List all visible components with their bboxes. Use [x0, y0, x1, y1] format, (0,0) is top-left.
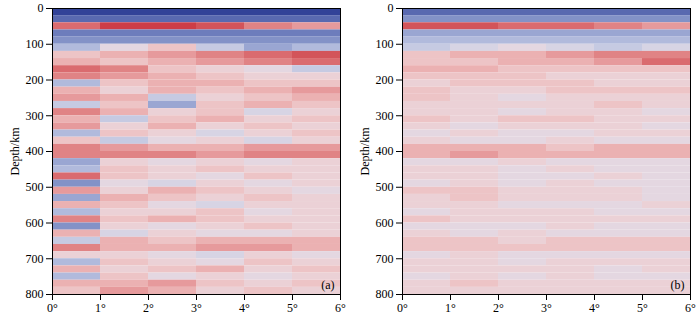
svg-text:600: 600 [376, 216, 394, 230]
svg-text:3°: 3° [541, 301, 552, 315]
svg-text:0: 0 [38, 1, 44, 15]
svg-text:400: 400 [376, 144, 394, 158]
svg-text:500: 500 [376, 180, 394, 194]
svg-text:700: 700 [376, 252, 394, 266]
svg-text:1°: 1° [95, 301, 106, 315]
svg-text:6°: 6° [335, 301, 346, 315]
svg-text:300: 300 [376, 109, 394, 123]
svg-text:4°: 4° [589, 301, 600, 315]
svg-text:800: 800 [376, 287, 394, 301]
svg-text:(b): (b) [671, 278, 685, 292]
svg-text:300: 300 [26, 109, 44, 123]
svg-text:(a): (a) [321, 278, 334, 292]
svg-text:100: 100 [376, 37, 394, 51]
svg-text:6°: 6° [685, 301, 696, 315]
svg-text:400: 400 [26, 144, 44, 158]
svg-text:500: 500 [26, 180, 44, 194]
svg-text:200: 200 [376, 73, 394, 87]
svg-text:0°: 0° [397, 301, 408, 315]
svg-text:0: 0 [388, 1, 394, 15]
svg-text:100: 100 [26, 37, 44, 51]
svg-text:800: 800 [26, 287, 44, 301]
svg-text:2°: 2° [143, 301, 154, 315]
svg-text:Depth/km: Depth/km [358, 127, 372, 176]
svg-text:600: 600 [26, 216, 44, 230]
svg-text:2°: 2° [493, 301, 504, 315]
svg-text:3°: 3° [191, 301, 202, 315]
svg-text:200: 200 [26, 73, 44, 87]
svg-text:1°: 1° [445, 301, 456, 315]
svg-text:4°: 4° [239, 301, 250, 315]
svg-text:5°: 5° [287, 301, 298, 315]
svg-text:5°: 5° [637, 301, 648, 315]
svg-text:0°: 0° [47, 301, 58, 315]
svg-text:Depth/km: Depth/km [8, 127, 22, 176]
svg-text:700: 700 [26, 252, 44, 266]
